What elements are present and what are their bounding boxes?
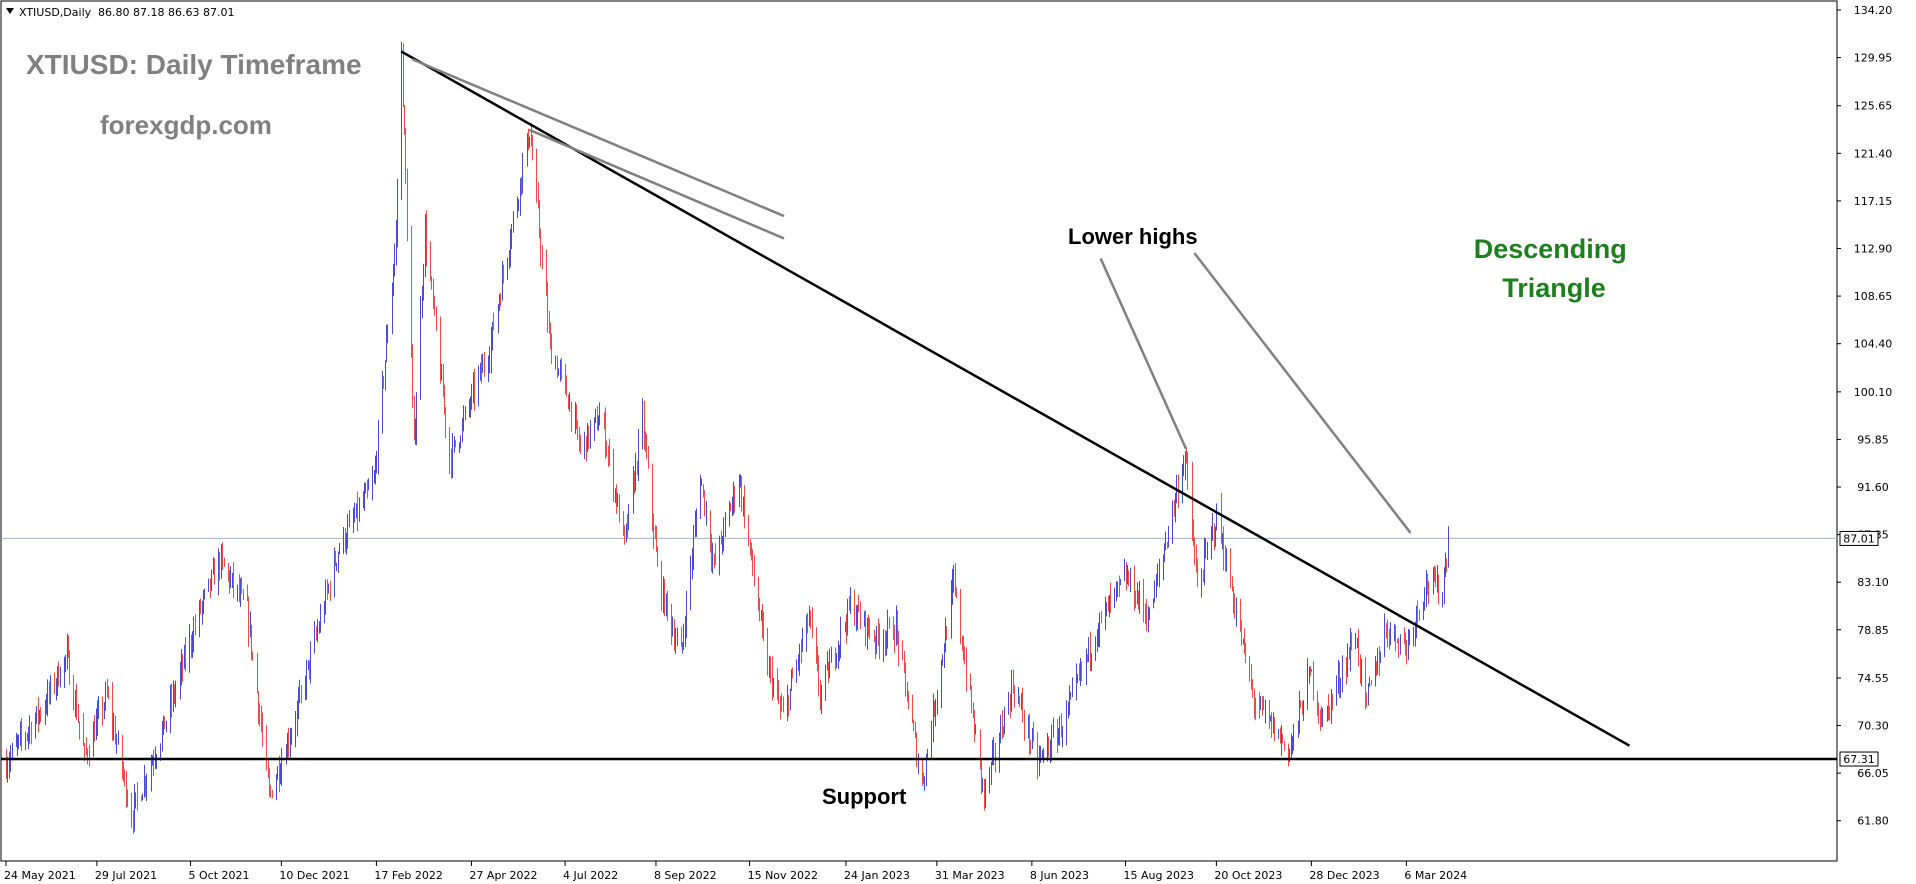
pointer-line (1193, 252, 1412, 534)
support-price-tag-box (1839, 751, 1879, 767)
x-tick-label: 31 Mar 2023 (935, 869, 1005, 882)
y-tick-label: 78.85 (1857, 624, 1889, 637)
price-axis[interactable]: 134.20 129.95 125.65 121.40 117.15 112.90 108.… (1837, 4, 1892, 828)
y-tick-label: 100.10 (1854, 386, 1893, 399)
x-tick-label: 5 Oct 2021 (189, 869, 250, 882)
chart-ohlc-label: 86.80 87.18 86.63 87.01 (98, 6, 234, 19)
x-tick-label: 10 Dec 2021 (279, 869, 349, 882)
y-tick-label: 70.30 (1857, 720, 1889, 733)
x-tick-label: 17 Feb 2022 (374, 869, 442, 882)
watermark-text: forexgdp.com (100, 110, 272, 140)
y-tick-label: 66.05 (1857, 767, 1889, 780)
y-tick-label: 129.95 (1854, 52, 1893, 65)
time-axis[interactable]: 24 May 2021 29 Jul 2021 5 Oct 2021 10 Dec 2… (4, 861, 1467, 882)
y-tick-label: 61.80 (1857, 815, 1889, 828)
y-tick-label: 83.10 (1857, 576, 1889, 589)
y-tick-label: 112.90 (1854, 243, 1893, 256)
y-tick-label: 74.55 (1857, 672, 1889, 685)
x-tick-label: 29 Jul 2021 (95, 869, 157, 882)
current-price-tag: 87.01 (1843, 532, 1875, 545)
y-tick-label: 104.40 (1854, 338, 1893, 351)
pointer-line (411, 58, 785, 218)
y-tick-label: 108.65 (1854, 290, 1893, 303)
y-tick-label: 95.85 (1857, 433, 1889, 446)
pattern-label: Descending Triangle (1474, 234, 1635, 303)
chart-title: XTIUSD: Daily Timeframe (26, 49, 362, 80)
plot-frame (0, 0, 1838, 862)
pointer-line (528, 128, 785, 240)
y-tick-label: 125.65 (1854, 100, 1893, 113)
lower-highs-label: Lower highs (1068, 224, 1198, 249)
y-tick-label: 121.40 (1854, 147, 1893, 160)
x-tick-label: 8 Jun 2023 (1030, 869, 1089, 882)
x-tick-label: 28 Dec 2023 (1309, 869, 1379, 882)
descending-trendline (400, 50, 1631, 747)
x-tick-label: 24 May 2021 (4, 869, 76, 882)
x-tick-label: 15 Nov 2022 (748, 869, 818, 882)
y-tick-label: 134.20 (1854, 4, 1893, 17)
price-series (1, 41, 1837, 834)
x-tick-label: 4 Jul 2022 (563, 869, 618, 882)
x-tick-label: 27 Apr 2022 (469, 869, 537, 882)
annotation-layer (1, 50, 1837, 761)
x-tick-label: 15 Aug 2023 (1124, 869, 1194, 882)
x-tick-label: 6 Mar 2024 (1404, 869, 1467, 882)
current-price-tag-box (1839, 530, 1879, 546)
x-tick-label: 8 Sep 2022 (654, 869, 717, 882)
pointer-line (1099, 258, 1188, 450)
support-price-tag: 67.31 (1843, 753, 1875, 766)
x-tick-label: 24 Jan 2023 (844, 869, 910, 882)
chart-symbol-label: XTIUSD,Daily (19, 6, 92, 19)
x-tick-label: 20 Oct 2023 (1214, 869, 1282, 882)
y-tick-label: 91.60 (1857, 481, 1889, 494)
support-label: Support (822, 784, 907, 809)
chart-menu-icon[interactable] (6, 8, 14, 14)
y-tick-label: 117.15 (1854, 195, 1893, 208)
